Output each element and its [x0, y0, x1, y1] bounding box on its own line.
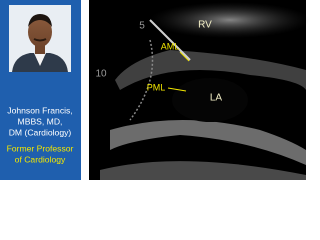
depth-marker: 5: [139, 21, 145, 32]
slide: Johnson Francis, MBBS, MD, DM (Cardiolog…: [0, 0, 310, 180]
structure-label: PML: [147, 82, 166, 92]
depth-marker: 10: [95, 69, 107, 80]
presenter-photo: [9, 5, 71, 72]
name-line: DM (Cardiology): [9, 127, 72, 137]
label-arrow: [167, 87, 187, 92]
title-line: of Cardiology: [15, 154, 66, 164]
label-arrow: [179, 51, 190, 62]
presenter-text: Johnson Francis, MBBS, MD, DM (Cardiolog…: [7, 105, 74, 164]
echo-image: [89, 0, 310, 180]
title-line: Former Professor: [7, 143, 74, 153]
structure-label: AML: [161, 41, 180, 51]
name-line: Johnson Francis,: [7, 105, 72, 115]
structure-label: RV: [198, 20, 212, 31]
structure-label: LA: [210, 93, 223, 104]
name-line: MBBS, MD,: [18, 116, 63, 126]
